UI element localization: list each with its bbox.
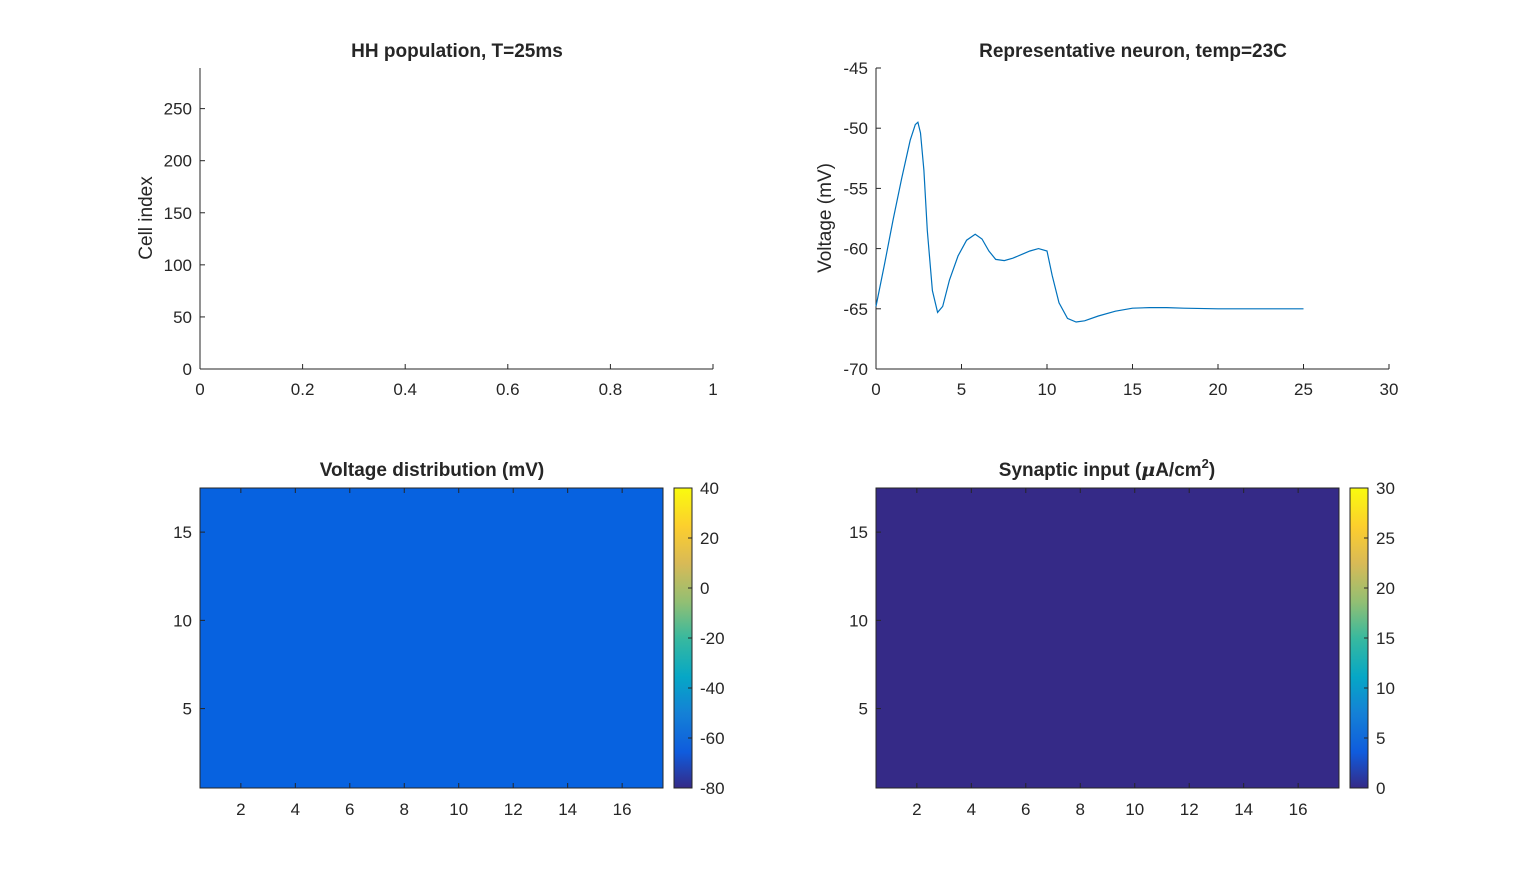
x-tick-label: 25: [1294, 380, 1313, 399]
x-tick-label: 15: [1123, 380, 1142, 399]
y-tick-label: 0: [183, 360, 192, 379]
colorbar-tick-label: -60: [700, 729, 725, 748]
colorbar-tick-label: 20: [700, 529, 719, 548]
y-tick-label: -70: [843, 360, 868, 379]
x-tick-label: 16: [1289, 800, 1308, 819]
colorbar-tick-label: 0: [700, 579, 709, 598]
axes: 0 0.2 0.4 0.6 0.8 1 0 50 100 150 200 250: [164, 68, 718, 399]
x-tick-label: 2: [236, 800, 245, 819]
axes-box: [875, 487, 1340, 789]
x-tick-label: 0: [871, 380, 880, 399]
x-tick-label: 8: [1076, 800, 1085, 819]
x-tick-label: 5: [957, 380, 966, 399]
title-mu: μ: [1141, 459, 1155, 481]
x-tick-label: 0.6: [496, 380, 520, 399]
x-tick-label: 12: [1180, 800, 1199, 819]
x-tick-label: 0.2: [291, 380, 315, 399]
panel-synaptic-input: Synaptic input (μA/cm2) 2 4 6 8 10 12 14 165101…: [849, 456, 1395, 819]
y-axis-label: Voltage (mV): [815, 163, 836, 273]
y-axis-label: Cell index: [136, 176, 157, 260]
axes: 2 4 6 8 10 12 14 16 5 10 15: [173, 487, 664, 819]
y-tick-label: 100: [164, 256, 192, 275]
x-tick-label: 4: [967, 800, 976, 819]
x-tick-label: 6: [1021, 800, 1030, 819]
x-tick-label: 14: [558, 800, 577, 819]
y-tick-label: 150: [164, 204, 192, 223]
x-tick-label: 0.4: [393, 380, 417, 399]
axes: 2 4 6 8 10 12 14 16 5 10 15: [849, 487, 1340, 819]
chart-title: Representative neuron, temp=23C: [979, 41, 1287, 62]
colorbar: [674, 488, 692, 788]
title-superscript: 2: [1202, 456, 1209, 471]
y-tick-label: 50: [173, 308, 192, 327]
colorbar-tick-label: 30: [1376, 479, 1395, 498]
x-tick-label: 2: [912, 800, 921, 819]
title-end: ): [1209, 460, 1215, 481]
x-tick-label: 10: [1125, 800, 1144, 819]
y-tick-label: -60: [843, 240, 868, 259]
colorbar-tick-label: 15: [1376, 629, 1395, 648]
title-unit: A/cm: [1155, 460, 1201, 481]
y-tick-label: 15: [173, 523, 192, 542]
y-tick-label: 5: [859, 700, 868, 719]
x-tick-label: 0.8: [599, 380, 623, 399]
axes-box: [199, 487, 664, 789]
colorbar-tick-label: -40: [700, 679, 725, 698]
x-tick-label: 6: [345, 800, 354, 819]
x-tick-label: 20: [1209, 380, 1228, 399]
x-tick-label: 0: [195, 380, 204, 399]
colorbar-tick-label: 10: [1376, 679, 1395, 698]
y-tick-label: 10: [173, 611, 192, 630]
colorbar-tick-label: 25: [1376, 529, 1395, 548]
y-tick-label: -50: [843, 119, 868, 138]
colorbar-tick-label: -80: [700, 779, 725, 798]
colorbar-ticks: 40 20 0 -20 -40 -60 -80: [673, 479, 725, 798]
axes: 0 5 10 15 20 25 30 -70 -65 -60 -55 -50 -45: [843, 59, 1398, 399]
series-line-voltage: [875, 121, 1304, 323]
panel-representative-neuron: Representative neuron, temp=23C Voltage …: [815, 41, 1398, 399]
x-tick-label: 10: [1038, 380, 1057, 399]
heatmap-cells: [200, 488, 663, 788]
colorbar-tick-label: 0: [1376, 779, 1385, 798]
x-tick-label: 4: [291, 800, 300, 819]
colorbar-tick-label: 20: [1376, 579, 1395, 598]
y-tick-label: -55: [843, 179, 868, 198]
heatmap-cells: [876, 488, 1339, 788]
panel-hh-population: HH population, T=25ms Cell index 0 0.2 0.4…: [136, 41, 718, 399]
panel-voltage-distribution: Voltage distribution (mV) 2 4 6 8 10 12 14 16 5 1…: [173, 460, 725, 819]
chart-title: HH population, T=25ms: [351, 41, 563, 62]
title-text: Synaptic input (: [999, 460, 1142, 481]
y-tick-label: 200: [164, 152, 192, 171]
colorbar-tick-label: 5: [1376, 729, 1385, 748]
y-tick-label: -45: [843, 59, 868, 78]
x-tick-label: 10: [449, 800, 468, 819]
colorbar-tick-label: -20: [700, 629, 725, 648]
y-tick-label: -65: [843, 300, 868, 319]
chart-title: Synaptic input (μA/cm2): [999, 456, 1215, 481]
y-tick-label: 5: [183, 700, 192, 719]
y-tick-label: 10: [849, 611, 868, 630]
colorbar-tick-label: 40: [700, 479, 719, 498]
colorbar: [1350, 488, 1368, 788]
x-tick-label: 14: [1234, 800, 1253, 819]
x-tick-label: 1: [708, 380, 717, 399]
chart-title: Voltage distribution (mV): [320, 460, 544, 481]
x-tick-label: 30: [1380, 380, 1399, 399]
x-tick-label: 8: [400, 800, 409, 819]
colorbar-ticks: 30 25 20 15 10 5 0: [1349, 479, 1395, 798]
x-tick-label: 12: [504, 800, 523, 819]
x-tick-label: 16: [613, 800, 632, 819]
y-tick-label: 250: [164, 100, 192, 119]
y-tick-label: 15: [849, 523, 868, 542]
